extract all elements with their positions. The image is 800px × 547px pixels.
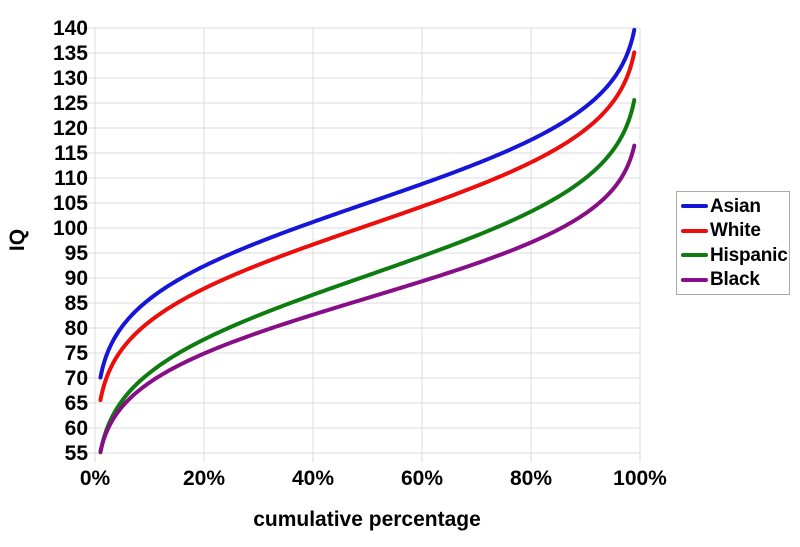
y-tick-label: 110 — [54, 167, 88, 190]
x-tick-label: 0% — [80, 467, 111, 490]
legend-label: Black — [710, 269, 760, 291]
legend-line-swatch — [681, 204, 708, 209]
legend-item-black: Black — [681, 270, 789, 291]
series-line-white — [98, 50, 637, 402]
gridlines — [77, 27, 641, 462]
y-tick-label: 75 — [65, 342, 89, 365]
y-tick-label: 125 — [53, 92, 88, 115]
y-tick-label: 60 — [65, 417, 88, 440]
legend-line-swatch — [681, 277, 708, 282]
y-tick-label: 80 — [65, 317, 88, 340]
legend-item-hispanic: Hispanic — [681, 245, 789, 266]
y-tick-label: 55 — [65, 442, 89, 465]
series-line-asian — [98, 27, 637, 380]
y-tick-label: 105 — [53, 192, 88, 215]
x-tick-label: 20% — [183, 467, 225, 490]
y-tick-label: 120 — [53, 117, 88, 140]
y-tick-label: 70 — [65, 367, 88, 390]
y-tick-label: 85 — [65, 292, 89, 315]
series-line-black — [98, 143, 637, 454]
y-tick-label: 140 — [53, 17, 88, 40]
legend-line-swatch — [681, 228, 708, 233]
legend-label: Asian — [710, 195, 761, 217]
tick-labels: 1401351301251201151101051009590858075706… — [53, 17, 667, 490]
y-axis-title: IQ — [6, 229, 29, 251]
legend: Asian White Hispanic Black — [676, 191, 790, 295]
x-axis-title: cumulative percentage — [253, 508, 481, 531]
legend-label: Hispanic — [710, 244, 788, 266]
legend-item-white: White — [681, 221, 789, 242]
y-tick-label: 90 — [65, 267, 88, 290]
y-tick-label: 100 — [53, 217, 88, 240]
x-tick-label: 100% — [613, 467, 667, 490]
legend-label: White — [710, 220, 761, 242]
y-tick-label: 135 — [53, 42, 88, 65]
series-line-hispanic — [98, 98, 637, 455]
y-tick-label: 115 — [54, 142, 88, 165]
series-curves — [98, 27, 637, 455]
x-tick-label: 60% — [401, 467, 443, 490]
x-tick-label: 40% — [292, 467, 334, 490]
x-tick-label: 80% — [510, 467, 552, 490]
legend-line-swatch — [681, 253, 708, 258]
y-tick-label: 130 — [53, 67, 88, 90]
legend-item-asian: Asian — [681, 196, 789, 217]
y-tick-label: 95 — [65, 242, 89, 265]
y-tick-label: 65 — [65, 392, 89, 415]
